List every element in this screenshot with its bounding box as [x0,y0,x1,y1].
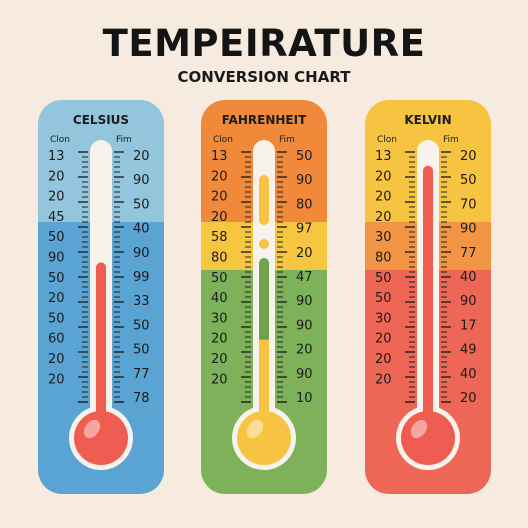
right-scale-label: 40 [460,270,477,285]
mercury-dot [259,239,269,249]
celsius-thermometer-panel: CELSIUS Clon Fim 13 20 20 45 50 90 50 20 50 60 20 20 20… [38,100,164,494]
right-scale-label: 47 [296,270,313,285]
left-scale-label: 30 [375,311,392,326]
fahrenheit-thermometer-panel: FAHRENHEIT Clon Fim 13 20 20 20 58 80 50 40 30 20 20 2… [201,100,327,494]
right-scale-label: 50 [133,318,150,333]
right-scale-label: 90 [460,294,477,309]
bulb-highlight [83,419,101,439]
mercury-segment [259,175,269,225]
right-scale-label: 90 [133,246,150,261]
left-scale-label: 20 [211,169,228,184]
mercury-bulb [74,411,128,465]
thermometer-name: FAHRENHEIT [222,113,307,127]
left-scale-label: 20 [375,190,392,205]
left-scale-label: 45 [48,210,65,225]
right-scale-label: 90 [133,173,150,188]
left-scale-label: 20 [375,332,392,347]
right-scale-label: 97 [296,222,313,237]
right-scale-label: 99 [133,270,150,285]
left-scale-label: 50 [375,291,392,306]
chart-subtitle: CONVERSION CHART [177,68,351,86]
left-scale-header: Clon [50,135,70,145]
right-scale-label: 50 [296,149,313,164]
right-scale-label: 90 [460,222,477,237]
left-scale-label: 20 [375,372,392,387]
left-scale-label: 50 [48,311,65,326]
right-scale-header: Fim [279,135,295,145]
left-scale-label: 13 [211,149,228,164]
left-scale-label: 20 [375,169,392,184]
mercury-column [259,339,269,428]
left-scale-label: 50 [48,271,65,286]
left-scale-label: 80 [211,251,228,266]
left-scale-label: 13 [48,149,65,164]
right-scale-label: 90 [296,294,313,309]
left-scale-label: 20 [48,352,65,367]
left-scale-label: 20 [48,169,65,184]
left-scale-label: 20 [211,190,228,205]
left-scale-label: 20 [211,352,228,367]
right-scale-label: 50 [133,343,150,358]
left-scale-label: 40 [211,291,228,306]
left-scale-label: 90 [48,251,65,266]
right-scale-label: 20 [460,149,477,164]
mercury-column [96,262,106,428]
right-scale-label: 50 [133,197,150,212]
left-scale-label: 30 [375,230,392,245]
right-scale-label: 77 [133,367,150,382]
right-scale-label: 20 [460,391,477,406]
right-scale-label: 90 [296,367,313,382]
mercury-column [423,165,433,429]
right-scale-label: 20 [296,343,313,358]
left-scale-label: 60 [48,332,65,347]
right-scale-header: Fim [443,135,459,145]
left-scale-label: 20 [211,210,228,225]
thermometer-name: KELVIN [404,113,451,127]
right-scale-label: 77 [460,246,477,261]
mercury-bulb [401,411,455,465]
right-scale-label: 78 [133,391,150,406]
left-scale-header: Clon [377,135,397,145]
left-scale-label: 20 [48,372,65,387]
right-scale-label: 50 [460,173,477,188]
right-scale-label: 49 [460,343,477,358]
left-scale-header: Clon [213,135,233,145]
right-scale-label: 17 [460,318,477,333]
left-scale-label: 20 [211,332,228,347]
left-scale-label: 50 [48,230,65,245]
left-scale-label: 20 [375,352,392,367]
right-scale-label: 10 [296,391,313,406]
left-scale-label: 20 [211,372,228,387]
right-scale-label: 90 [296,318,313,333]
left-scale-label: 20 [48,291,65,306]
right-scale-header: Fim [116,135,132,145]
right-scale-label: 20 [133,149,150,164]
right-scale-label: 90 [296,173,313,188]
right-scale-label: 70 [460,197,477,212]
right-scale-label: 33 [133,294,150,309]
mercury-segment [259,258,269,350]
right-scale-label: 80 [296,197,313,212]
right-scale-label: 40 [133,222,150,237]
right-scale-label: 20 [296,246,313,261]
left-scale-label: 50 [211,271,228,286]
left-scale-label: 50 [375,271,392,286]
left-scale-label: 13 [375,149,392,164]
thermometer-svg: FAHRENHEIT Clon Fim 13 20 20 20 58 80 50 40 30 20 20 2… [201,100,327,494]
left-scale-label: 20 [375,210,392,225]
left-scale-label: 20 [48,190,65,205]
thermometer-svg: KELVIN Clon Fim 13 20 20 20 30 80 50 50 30 20 20 20 20 5… [365,100,491,494]
kelvin-thermometer-panel: KELVIN Clon Fim 13 20 20 20 30 80 50 50 30 20 20 20 20 5… [365,100,491,494]
thermometer-name: CELSIUS [73,113,129,127]
left-scale-label: 58 [211,230,228,245]
left-scale-label: 80 [375,251,392,266]
right-scale-label: 40 [460,367,477,382]
chart-title: TEMPEIRATURE [102,22,426,65]
mercury-bulb [237,411,291,465]
bulb-highlight [410,419,428,439]
left-scale-label: 30 [211,311,228,326]
bulb-highlight [246,419,264,439]
